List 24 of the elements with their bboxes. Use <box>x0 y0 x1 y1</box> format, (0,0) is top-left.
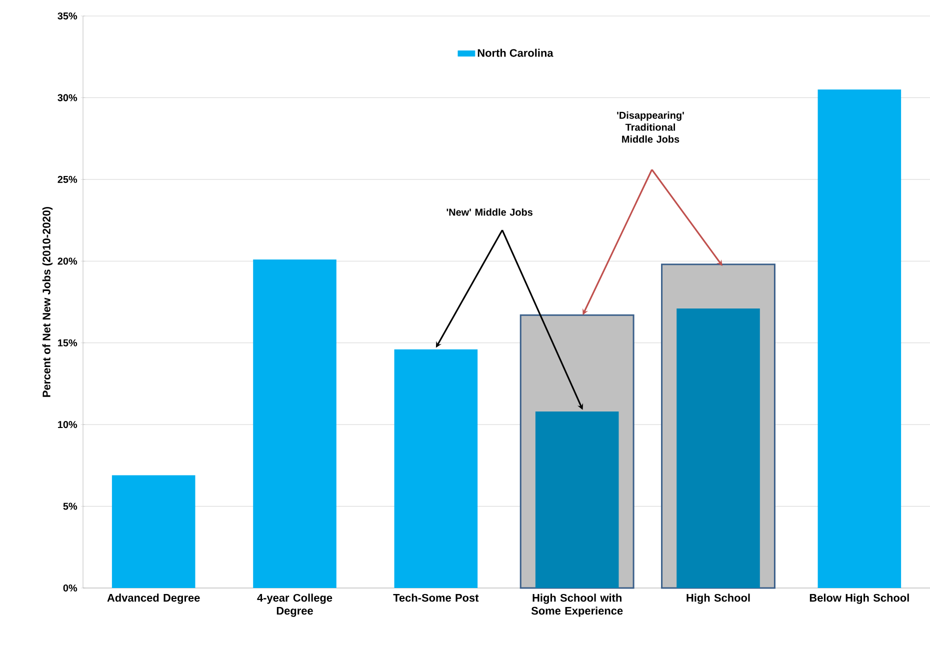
bar <box>535 411 619 588</box>
y-tick-label: 5% <box>63 502 78 510</box>
y-tick-label: 35% <box>58 12 78 20</box>
annotation: 'New' Middle Jobs <box>446 208 532 216</box>
annotation: 'Disappearing' Traditional Middle Jobs <box>617 112 684 143</box>
x-tick-label: Advanced Degree <box>107 594 200 604</box>
x-tick-label: High School <box>686 594 750 604</box>
bar <box>394 349 478 588</box>
y-tick-label: 30% <box>58 94 78 102</box>
x-tick-label: 4-year College Degree <box>257 594 332 617</box>
bar <box>253 260 336 588</box>
y-tick-label: 25% <box>58 176 78 183</box>
bar <box>676 308 760 588</box>
y-tick-label: 20% <box>58 258 78 265</box>
x-tick-label: Below High School <box>810 594 909 604</box>
y-axis-title: Percent of Net New Jobs (2010-2020) <box>42 206 53 397</box>
bar <box>818 90 902 588</box>
y-tick-label: 0% <box>63 584 78 592</box>
legend-label: North Carolina <box>478 48 554 57</box>
x-tick-label: Tech-Some Post <box>393 594 479 602</box>
y-tick-label: 10% <box>58 421 78 428</box>
x-tick-label: High School with Some Experience <box>531 594 623 617</box>
y-tick-label: 15% <box>58 339 78 346</box>
bar <box>112 475 196 588</box>
